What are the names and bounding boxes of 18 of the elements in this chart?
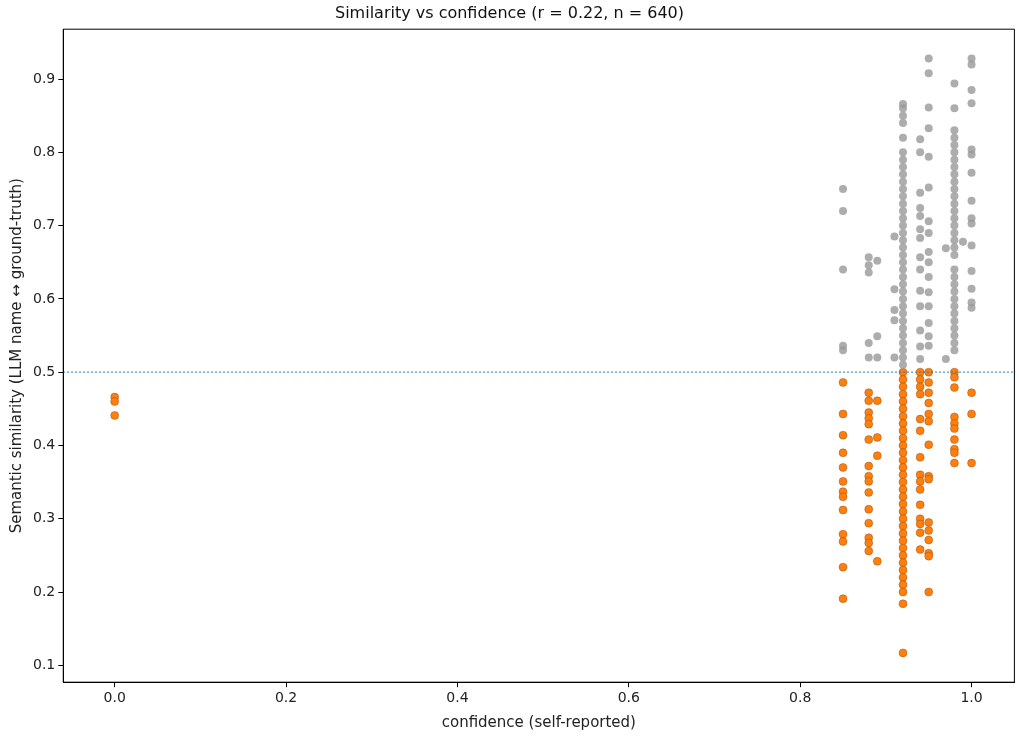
y-axis-title: Semantic similarity (LLM name ↔ ground-truth) [6,178,25,534]
y-tick-label: 0.6 [33,289,56,306]
y-tick-label: 0.3 [33,509,56,526]
y-tick-label: 0.9 [33,69,56,86]
x-tick-label: 0.8 [789,689,812,706]
chart-title: Similarity vs confidence (r = 0.22, n = 640) [335,2,684,22]
x-tick-label: 1.0 [960,689,983,706]
y-tick-label: 0.2 [33,582,56,599]
x-tick-label: 0.2 [274,689,298,706]
y-tick-label: 0.1 [33,655,56,672]
x-tick-label: 0.6 [617,689,641,706]
y-tick-label: 0.7 [33,216,56,233]
y-tick-label: 0.8 [33,142,56,159]
y-tick-label: 0.5 [33,362,56,379]
x-tick-label: 0.4 [446,689,469,706]
y-tick-label: 0.4 [33,436,56,453]
x-axis-title: confidence (self-reported) [441,712,636,731]
x-tick-label: 0.0 [103,689,126,706]
